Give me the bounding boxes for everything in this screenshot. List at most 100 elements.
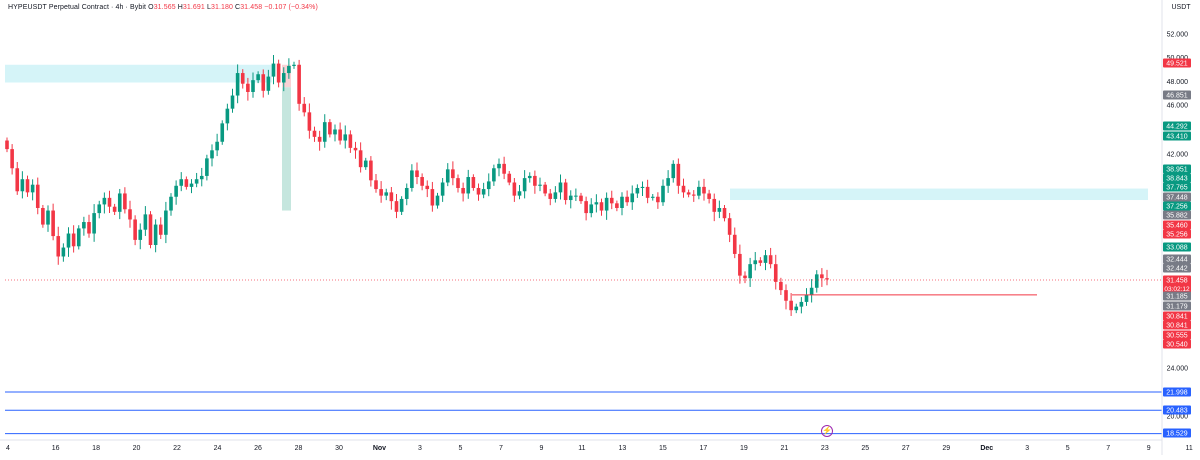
candle-body bbox=[568, 195, 573, 201]
time-tick-label[interactable]: 9 bbox=[1147, 445, 1151, 452]
symbol-title[interactable]: HYPEUSDT Perpetual Contract · 4h · Bybit bbox=[8, 4, 147, 11]
currency-label[interactable]: USDT bbox=[1171, 4, 1191, 11]
candle-body bbox=[440, 182, 445, 196]
candle-body bbox=[281, 73, 286, 83]
time-tick-label[interactable]: 5 bbox=[1066, 445, 1070, 452]
time-tick-label[interactable]: Dec bbox=[980, 445, 993, 452]
price-badge bbox=[1163, 428, 1191, 438]
time-tick-label[interactable]: 21 bbox=[780, 445, 788, 452]
candle-body bbox=[333, 129, 337, 135]
candle-body bbox=[481, 189, 486, 195]
price-badge bbox=[1163, 263, 1191, 273]
candle-body bbox=[302, 103, 307, 113]
candle-body bbox=[76, 228, 81, 247]
candle-body bbox=[471, 177, 476, 188]
time-tick-label[interactable]: 28 bbox=[295, 445, 303, 452]
time-tick-label[interactable]: 19 bbox=[740, 445, 748, 452]
candle-body bbox=[399, 198, 404, 212]
price-badge bbox=[1163, 320, 1191, 330]
candle-body bbox=[46, 210, 50, 225]
candle-body bbox=[584, 201, 588, 214]
time-tick-label[interactable]: 11 bbox=[578, 445, 585, 452]
candle-body bbox=[220, 123, 225, 142]
price-tick-label[interactable]: 20.000 bbox=[1167, 414, 1189, 421]
time-tick-label[interactable]: 3 bbox=[418, 445, 422, 452]
candle-body bbox=[174, 185, 178, 197]
price-badge-label: 31.179 bbox=[1166, 304, 1188, 311]
time-tick-label[interactable]: 15 bbox=[659, 445, 667, 452]
candle-body bbox=[661, 185, 665, 203]
price-badge bbox=[1163, 131, 1191, 141]
price-badge-label: 31.458 bbox=[1166, 278, 1188, 285]
price-badge-label: 35.882 bbox=[1166, 213, 1188, 220]
time-tick-label[interactable]: 7 bbox=[1106, 445, 1110, 452]
price-tick-label[interactable]: 52.000 bbox=[1167, 32, 1189, 39]
candle-body bbox=[210, 150, 214, 159]
price-tick-label[interactable]: 42.000 bbox=[1167, 152, 1189, 159]
time-tick-label[interactable]: 27 bbox=[902, 445, 910, 452]
price-badge bbox=[1163, 405, 1191, 415]
time-tick-label[interactable]: 18 bbox=[92, 445, 100, 452]
time-tick-label[interactable]: 13 bbox=[618, 445, 626, 452]
time-tick-label[interactable]: 24 bbox=[214, 445, 222, 452]
price-badge bbox=[1163, 173, 1191, 183]
price-badge-label: 30.841 bbox=[1166, 323, 1188, 330]
candle-body bbox=[527, 175, 532, 179]
candle-body bbox=[353, 147, 358, 151]
time-tick-label[interactable]: 20 bbox=[133, 445, 141, 452]
time-axis[interactable]: 4 16 18 20 22 24 26 28 30 Nov 3 5 7 9 11 13 15 17 19 21 23 25… bbox=[6, 445, 1193, 452]
candle-body bbox=[635, 187, 640, 194]
candle-body bbox=[466, 177, 471, 194]
symbol-legend[interactable]: HYPEUSDT Perpetual Contract · 4h · Bybit… bbox=[8, 4, 318, 11]
time-tick-label[interactable]: Nov bbox=[373, 445, 386, 452]
close-label: C bbox=[235, 4, 241, 11]
candle-body bbox=[691, 194, 696, 196]
time-tick-label[interactable]: 7 bbox=[499, 445, 503, 452]
time-tick-label[interactable]: 25 bbox=[861, 445, 869, 452]
candle-body bbox=[717, 207, 722, 212]
stop-zone bbox=[282, 64, 291, 88]
time-tick-label[interactable]: 5 bbox=[458, 445, 462, 452]
candle-body bbox=[266, 76, 271, 91]
time-tick-label[interactable]: 30 bbox=[335, 445, 343, 452]
candle-body bbox=[251, 80, 255, 92]
candle-body bbox=[430, 189, 435, 206]
candle-body bbox=[235, 73, 240, 96]
price-tick-label[interactable]: 48.000 bbox=[1167, 79, 1189, 86]
open-value: 31.565 bbox=[153, 4, 176, 11]
candle-body bbox=[512, 182, 517, 196]
candle-body bbox=[389, 192, 394, 202]
candle-body bbox=[164, 210, 168, 235]
price-badge bbox=[1163, 242, 1191, 252]
price-badge-label: 30.841 bbox=[1166, 314, 1188, 321]
candle-body bbox=[579, 195, 583, 202]
time-tick-label[interactable]: 11 bbox=[1186, 445, 1193, 452]
time-tick-label[interactable]: 3 bbox=[1025, 445, 1029, 452]
candle-body bbox=[789, 300, 793, 311]
time-tick-label[interactable]: 23 bbox=[821, 445, 829, 452]
time-tick-label[interactable]: 29 bbox=[942, 445, 950, 452]
price-badge-label: 18.529 bbox=[1166, 431, 1188, 438]
time-tick-label[interactable]: 4 bbox=[6, 445, 10, 452]
price-tick-label[interactable]: 24.000 bbox=[1167, 366, 1189, 373]
time-tick-label[interactable]: 9 bbox=[539, 445, 543, 452]
candle-body bbox=[394, 201, 399, 212]
time-tick-label[interactable]: 16 bbox=[52, 445, 60, 452]
candle-body bbox=[338, 129, 342, 141]
lightning-icon[interactable]: ⚡ bbox=[821, 425, 833, 437]
time-tick-label[interactable]: 26 bbox=[254, 445, 262, 452]
candle-body bbox=[328, 122, 332, 135]
price-tick-label[interactable]: 46.000 bbox=[1167, 103, 1189, 110]
candle-body bbox=[732, 234, 737, 254]
candle-body bbox=[148, 214, 153, 246]
candle-body bbox=[753, 260, 758, 265]
price-badge-label: 38.843 bbox=[1166, 176, 1188, 183]
candle-body bbox=[246, 83, 250, 92]
time-tick-label[interactable]: 17 bbox=[699, 445, 707, 452]
price-badge-label: 35.460 bbox=[1166, 223, 1188, 230]
price-badge bbox=[1163, 311, 1191, 321]
price-badge-label: 43.410 bbox=[1166, 134, 1188, 141]
time-tick-label[interactable]: 22 bbox=[173, 445, 181, 452]
